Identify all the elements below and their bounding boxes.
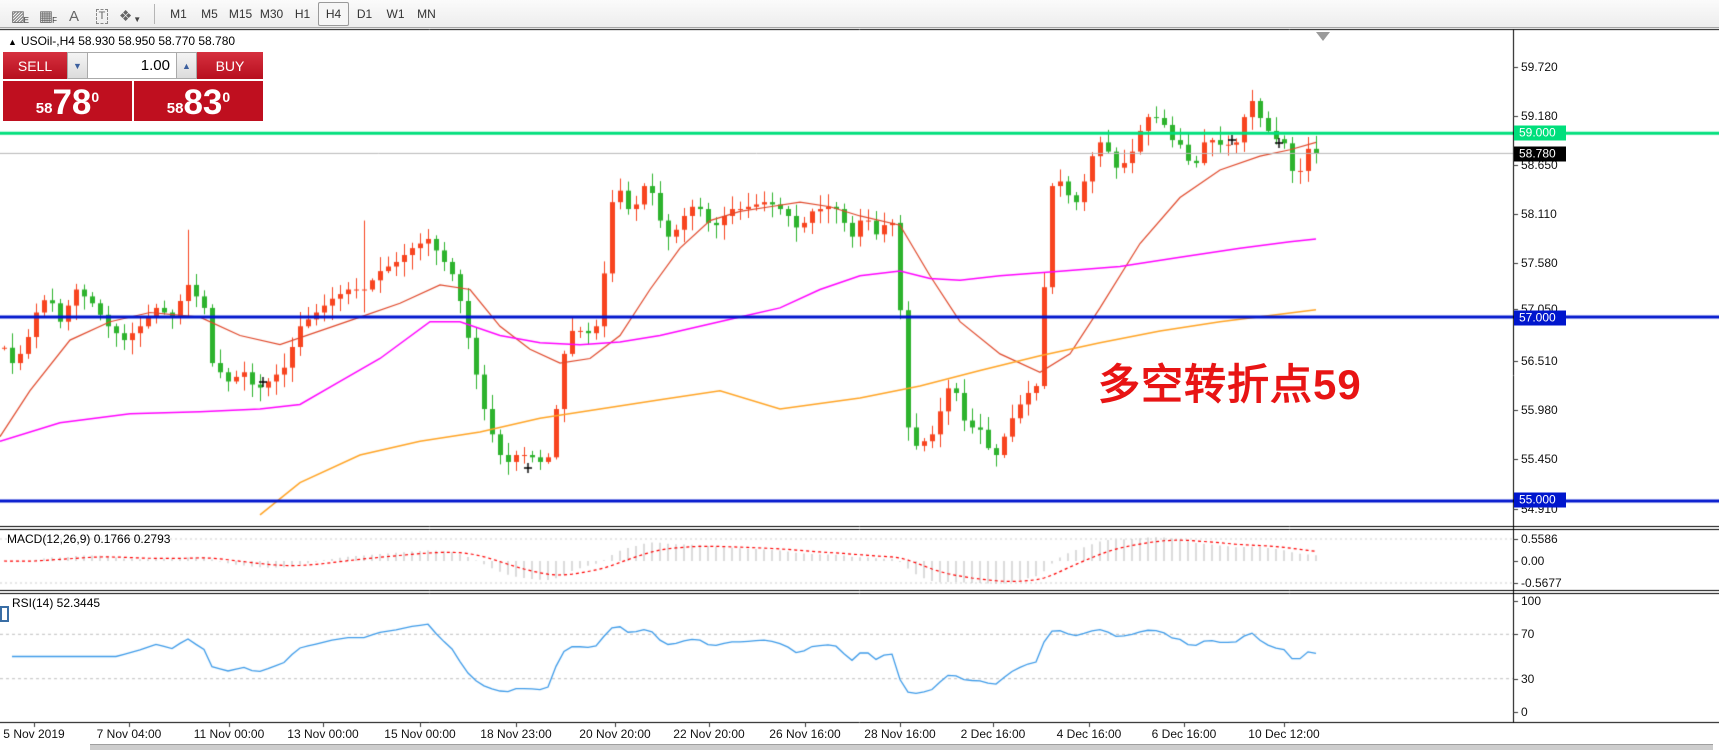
price-axis-label: 57.580	[1521, 256, 1558, 270]
date-axis-label: 5 Nov 2019	[3, 727, 65, 741]
buy-price-sup: 0	[222, 89, 231, 105]
date-axis-label: 6 Dec 16:00	[1151, 727, 1217, 741]
sell-price-display[interactable]: 58 78 0	[3, 81, 132, 121]
date-axis-label: 26 Nov 16:00	[769, 727, 841, 741]
buy-price-small: 58	[166, 100, 184, 117]
rsi-axis-label: 30	[1521, 672, 1535, 686]
one-click-trade-panel: SELL ▼ ▲ BUY 58 78 0 58 83 0	[3, 52, 263, 121]
date-axis-label: 4 Dec 16:00	[1056, 727, 1122, 741]
buy-button[interactable]: BUY	[197, 52, 263, 79]
rsi-axis-label: 70	[1521, 627, 1535, 641]
rsi-axis-label: 0	[1521, 705, 1528, 719]
collapse-icon[interactable]: ▲	[8, 37, 17, 47]
date-axis-label: 20 Nov 20:00	[579, 727, 651, 741]
date-axis-label: 7 Nov 04:00	[96, 727, 162, 741]
macd-axis-label: 0.5586	[1521, 532, 1558, 546]
symbol-title: ▲ USOil-,H4 58.930 58.950 58.770 58.780	[8, 34, 235, 48]
date-axis-label: 13 Nov 00:00	[287, 727, 359, 741]
date-axis-label: 22 Nov 20:00	[673, 727, 745, 741]
level-57-tag: 57.000	[1514, 310, 1566, 326]
rsi-axis-label: 100	[1521, 594, 1542, 608]
date-axis-label: 2 Dec 16:00	[960, 727, 1026, 741]
indicator-properties-icon[interactable]	[0, 606, 9, 622]
date-axis-label: 15 Nov 00:00	[384, 727, 456, 741]
macd-axis-label: 0.00	[1521, 554, 1545, 568]
macd-axis-label: -0.5677	[1521, 576, 1562, 590]
buy-price-big: 83	[183, 83, 223, 122]
volume-input[interactable]	[88, 52, 176, 79]
price-axis-label: 56.510	[1521, 354, 1558, 368]
macd-legend: MACD(12,26,9) 0.1766 0.2793	[7, 532, 171, 546]
sell-price-small: 58	[35, 100, 53, 117]
price-axis-label: 58.110	[1521, 207, 1557, 221]
bid-price-tag: 58.780	[1514, 146, 1566, 162]
level-59-tag: 59.000	[1514, 125, 1566, 141]
chart-annotation-text: 多空转折点59	[1098, 361, 1362, 408]
price-axis-label: 55.450	[1521, 452, 1558, 466]
date-axis-label: 11 Nov 00:00	[193, 727, 265, 741]
volume-decrease-button[interactable]: ▼	[67, 52, 88, 79]
sell-price-sup: 0	[91, 89, 100, 105]
volume-increase-button[interactable]: ▲	[176, 52, 197, 79]
sell-price-big: 78	[52, 83, 92, 122]
sell-button[interactable]: SELL	[3, 52, 67, 79]
rsi-legend: RSI(14) 52.3445	[12, 596, 101, 610]
price-axis-label: 59.180	[1521, 109, 1558, 123]
price-axis-label: 58.650	[1521, 158, 1558, 172]
date-axis-label: 10 Dec 12:00	[1248, 727, 1320, 741]
price-axis-label: 55.980	[1521, 403, 1558, 417]
price-axis-label: 59.720	[1521, 60, 1558, 74]
buy-price-display[interactable]: 58 83 0	[134, 81, 263, 121]
chart-shift-marker-icon[interactable]	[1316, 32, 1330, 41]
level-55-tag: 55.000	[1514, 492, 1566, 508]
date-axis-label: 18 Nov 23:00	[480, 727, 552, 741]
date-axis-label: 28 Nov 16:00	[864, 727, 936, 741]
symbol-ohlc-text: USOil-,H4 58.930 58.950 58.770 58.780	[20, 34, 236, 48]
horizontal-scrollbar[interactable]	[90, 744, 1713, 750]
